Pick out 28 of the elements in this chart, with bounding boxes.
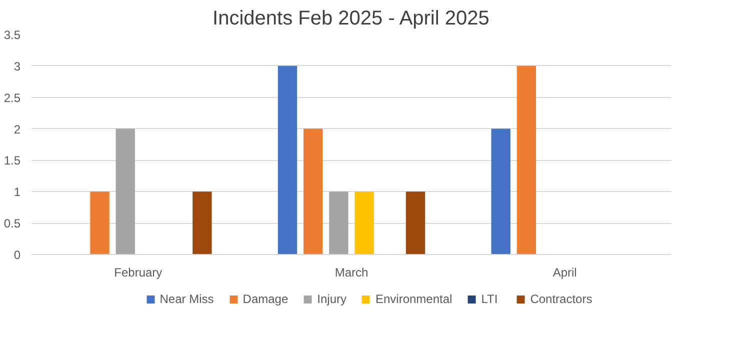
x-tick-label: March — [334, 266, 368, 280]
x-tick-label: April — [552, 266, 577, 280]
chart-title: Incidents Feb 2025 - April 2025 — [212, 8, 490, 30]
y-tick-label: 3 — [14, 59, 21, 74]
bar — [329, 192, 348, 254]
legend-label: Near Miss — [160, 292, 214, 306]
bar — [192, 192, 212, 254]
y-tick-label: 3.5 — [4, 28, 21, 42]
y-tick-label: 1 — [14, 185, 21, 200]
legend-label: Environmental — [375, 292, 452, 306]
y-tick-label: 0.5 — [4, 216, 21, 231]
legend-label: LTI — [481, 292, 499, 306]
y-tick-label: 0 — [14, 248, 21, 262]
bar — [354, 192, 374, 254]
y-tick-label: 2.5 — [4, 90, 21, 105]
legend-label: Injury — [317, 292, 346, 306]
legend-label: Contractors — [530, 292, 592, 306]
bar — [116, 128, 135, 254]
bar — [491, 128, 510, 254]
y-tick-label: 2 — [14, 122, 21, 136]
x-tick-label: February — [114, 266, 162, 280]
bar — [406, 192, 426, 254]
bar — [304, 128, 323, 254]
bar — [278, 66, 298, 254]
y-tick-label: 1.5 — [4, 154, 21, 168]
bar — [90, 192, 110, 254]
bar — [516, 66, 536, 254]
legend-label: Damage — [242, 292, 288, 306]
